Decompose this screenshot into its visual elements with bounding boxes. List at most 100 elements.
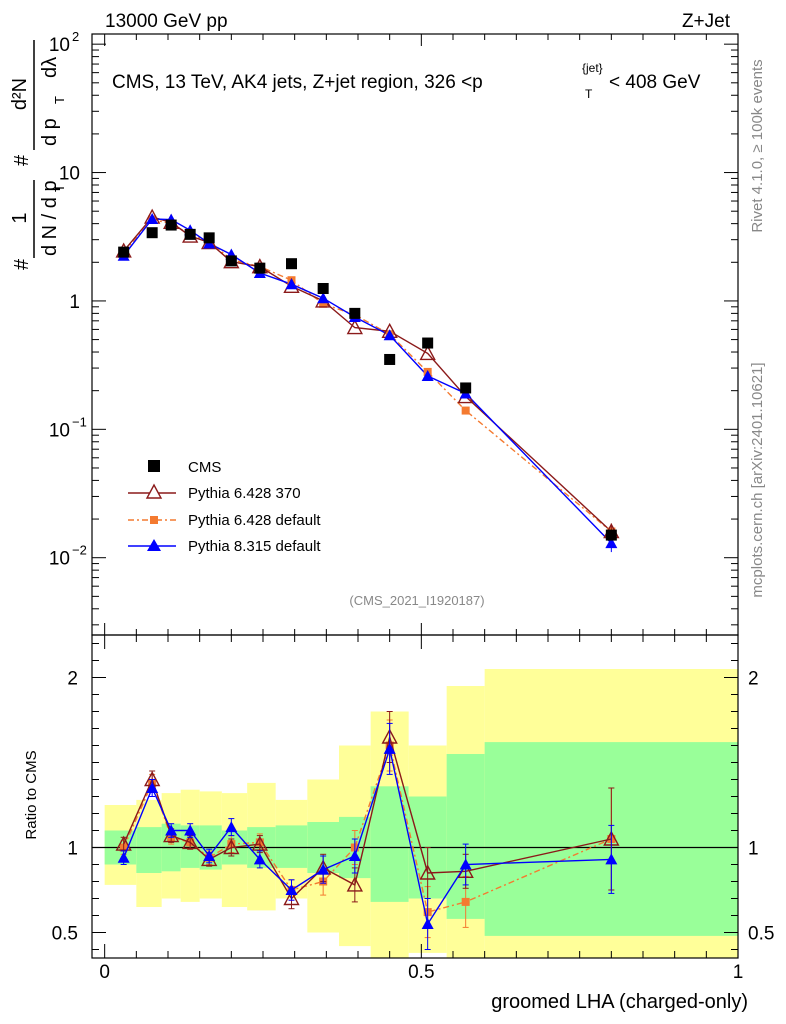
main-ytick-label: 10 [49,420,70,441]
ratio-point-0 [283,890,300,906]
main-point-0 [184,228,196,240]
main-point-1 [419,344,436,361]
main-point-0 [317,282,329,294]
legend: CMS Pythia 6.428 370 Pythia 6.428 defaul… [128,459,321,555]
ratio-point-2 [146,782,159,793]
main-point-3 [285,278,298,290]
ratio-bands [104,669,738,958]
ratio-xlabel: groomed LHA (charged-only) [491,991,748,1013]
main-point-3 [421,370,434,382]
main-point-0 [460,382,472,394]
main-point-0 [225,255,237,267]
main-point-2 [319,299,328,308]
main-title: CMS, 13 TeV, AK4 jets, Z+jet region, 326… [112,61,701,101]
ratio-point-0 [181,833,199,850]
ylabel-frac2-den-sub: T [52,96,67,104]
mcplots-label: mcplots.cern.ch [arXiv:2401.10621] [749,362,766,597]
main-ytick-label: 10 [49,35,70,56]
title-main: CMS, 13 TeV, AK4 jets, Z+jet region, 326… [112,72,483,93]
ratio-ytick-label-right: 2 [748,669,759,690]
ylabel-frac1-den: d N / d p [39,180,61,256]
main-point-3 [317,292,330,304]
main-point-0 [118,246,130,258]
header-left: 13000 GeV pp [105,11,228,32]
main-point-0 [422,337,434,349]
main-point-2 [461,406,470,415]
ratio-band-green [370,786,409,902]
legend-marker-py8 [147,539,161,551]
ylabel-frac2-den-end: dλ [39,57,61,78]
ratio-point-2 [383,742,396,754]
main-ylabel: # 1 d N / d p T # d²N d p T dλ [9,40,67,270]
main-point-3 [605,537,618,549]
ratio-point-2 [285,884,298,895]
ratio-point-2 [605,853,618,865]
ratio-xtick-label: 0.5 [408,962,434,983]
main-point-0 [254,262,266,274]
legend-label-py6-370: Pythia 6.428 370 [188,485,301,502]
main-ytick-exponent: 2 [72,29,79,44]
ratio-line-0 [123,736,612,900]
ratio-point-1 [461,897,470,906]
ratio-point-0 [223,839,240,855]
main-point-0 [384,353,396,365]
ratio-band-green [275,825,308,868]
main-ytick-exponent: −1 [72,414,87,429]
ratio-point-2 [459,858,472,870]
main-ytick-label: 1 [69,292,80,313]
ylabel-frac2-num: d²N [9,78,31,110]
main-point-3 [146,212,159,224]
ratio-point-2 [203,850,216,861]
rivet-label: Rivet 4.1.0, ≥ 100k events [749,59,766,232]
ratio-point-2 [225,821,238,833]
ratio-ytick-label-right: 1 [748,839,759,860]
main-point-0 [349,307,361,319]
ratio-point-2 [348,850,361,861]
ratio-point-2 [165,824,178,836]
main-point-3 [383,329,396,341]
ratio-point-2 [421,918,434,929]
legend-marker-py6-370 [145,483,163,499]
ratio-ytick-label-left: 1 [67,839,78,860]
main-series [115,208,620,553]
legend-label-cms: CMS [188,459,221,476]
legend-label-py6-default: Pythia 6.428 default [188,512,321,529]
ylabel-frac2-den: d p [39,118,61,146]
main-point-0 [165,219,177,231]
ratio-point-0 [419,864,436,880]
ratio-xtick-label: 0 [99,962,110,983]
ratio-ytick-label-left: 2 [67,669,78,690]
main-ytick-exponent: −2 [72,543,87,558]
main-point-0 [605,529,617,541]
ratio-point-0 [251,835,269,851]
ylabel-hash-2: # [11,154,33,166]
ratio-point-0 [115,835,132,851]
ratio-ylabel: Ratio to CMS [23,750,40,839]
header-right: Z+Jet [682,11,731,32]
title-end: < 408 GeV [609,72,701,93]
legend-label-py8: Pythia 8.315 default [188,538,321,555]
ratio-band-green [136,827,162,873]
ratio-point-2 [317,863,330,875]
watermark: (CMS_2021_I1920187) [349,593,484,608]
main-point-0 [146,227,158,239]
ylabel-frac1-num: 1 [9,212,31,223]
title-sub: T [585,87,593,101]
legend-marker-py6-default [150,516,158,524]
main-point-1 [346,319,364,335]
main-ytick-label: 10 [59,164,80,185]
main-point-0 [203,232,215,244]
ratio-xtick-label: 1 [733,962,744,983]
ratio-ytick-label-right: 0.5 [748,924,774,945]
ratio-point-2 [184,824,197,836]
ratio-point-2 [253,853,266,865]
ratio-ytick-label-left: 0.5 [52,924,78,945]
ylabel-frac1-den-sub: T [52,184,67,192]
ylabel-hash-1: # [11,258,33,270]
main-ytick-label: 10 [49,549,70,570]
ratio-series [115,711,620,950]
ratio-point-0 [346,876,364,892]
main-point-0 [286,258,297,270]
